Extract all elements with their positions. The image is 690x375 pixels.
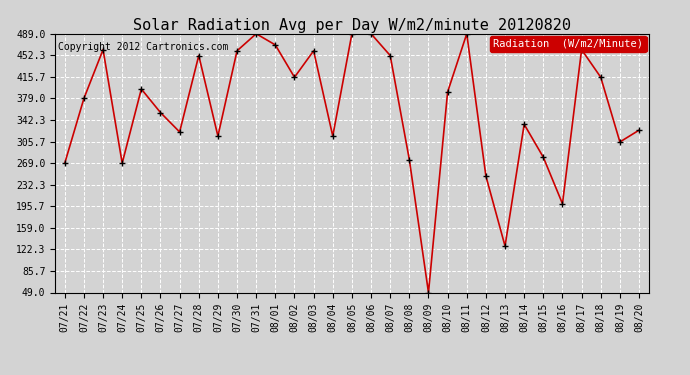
Legend: Radiation  (W/m2/Minute): Radiation (W/m2/Minute): [491, 36, 647, 52]
Text: Copyright 2012 Cartronics.com: Copyright 2012 Cartronics.com: [58, 42, 228, 51]
Title: Solar Radiation Avg per Day W/m2/minute 20120820: Solar Radiation Avg per Day W/m2/minute …: [133, 18, 571, 33]
